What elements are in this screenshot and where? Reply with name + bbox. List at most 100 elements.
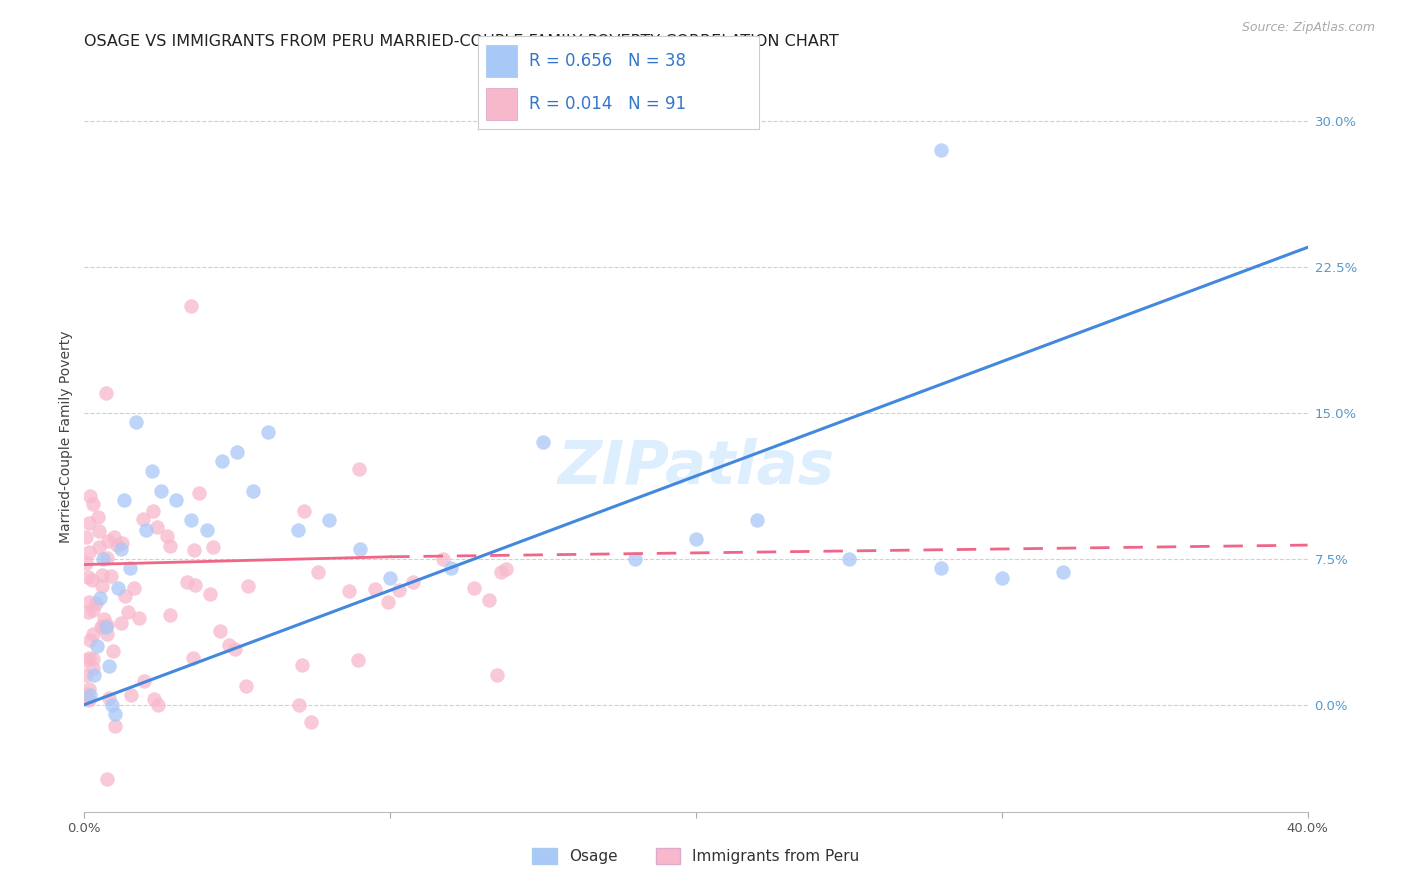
Point [208,624,231,639]
Point [79,633,101,648]
FancyBboxPatch shape [486,88,517,120]
Point [112,493,135,508]
Point [201,540,224,554]
Point [110,541,132,556]
Point [624,551,647,566]
Point [96,533,118,548]
Point [135,523,157,537]
Point [287,523,309,537]
Point [218,638,240,652]
Point [747,513,769,527]
Point [103,530,125,544]
Point [98,691,121,706]
Point [94,620,117,634]
Point [125,416,148,430]
Text: OSAGE VS IMMIGRANTS FROM PERU MARRIED-COUPLE FAMILY POVERTY CORRELATION CHART: OSAGE VS IMMIGRANTS FROM PERU MARRIED-CO… [84,34,839,49]
Point [100,569,122,583]
Text: R = 0.656   N = 38: R = 0.656 N = 38 [529,52,686,70]
Point [77,650,100,665]
Point [84,596,107,610]
Point [105,538,128,552]
Text: ZIPatlas: ZIPatlas [557,438,835,497]
Point [104,719,127,733]
Point [117,605,139,619]
Text: R = 0.014   N = 91: R = 0.014 N = 91 [529,95,686,113]
Point [79,489,101,503]
Point [495,562,517,576]
Point [200,587,222,601]
Point [91,618,114,632]
Point [838,551,860,566]
Point [75,530,97,544]
Point [364,582,387,596]
Point [97,658,120,673]
Point [242,483,264,498]
Point [128,610,150,624]
Point [299,714,322,729]
Point [79,688,101,702]
Point [76,605,98,619]
Point [93,612,115,626]
Point [107,581,129,595]
Point [318,513,340,527]
Point [142,504,165,518]
Point [236,579,259,593]
Point [82,497,104,511]
Point [77,682,100,697]
Point [76,692,98,706]
Point [79,516,101,530]
Point [80,573,103,587]
Point [77,570,100,584]
Point [111,536,134,550]
Point [463,581,485,595]
Point [87,510,110,524]
Point [75,667,97,681]
Point [75,557,97,571]
Point [183,542,205,557]
Point [224,642,246,657]
Point [132,673,155,688]
Point [96,627,118,641]
Point [82,603,104,617]
Point [143,691,166,706]
Point [489,566,512,580]
FancyBboxPatch shape [486,45,517,77]
Point [83,668,105,682]
Point [440,561,463,575]
Point [96,551,118,566]
Point [159,539,181,553]
Point [349,541,371,556]
Point [347,653,370,667]
Point [307,566,329,580]
Point [291,658,314,673]
Point [89,524,111,539]
Point [120,689,142,703]
Point [1052,566,1074,580]
Point [114,590,136,604]
Point [991,571,1014,585]
Y-axis label: Married-Couple Family Poverty: Married-Couple Family Poverty [59,331,73,543]
Point [149,483,172,498]
Text: Source: ZipAtlas.com: Source: ZipAtlas.com [1241,21,1375,34]
Point [347,462,370,476]
Point [82,627,104,641]
Point [122,582,145,596]
Point [377,595,399,609]
Point [432,551,454,566]
Point [79,545,101,559]
Point [75,687,97,701]
Point [287,698,309,712]
Point [120,561,142,575]
Point [146,519,169,533]
Point [86,640,108,654]
Point [929,561,952,575]
Point [226,444,249,458]
Point [146,698,169,713]
Point [91,579,114,593]
Point [77,595,100,609]
Point [75,653,97,667]
Point [132,512,155,526]
Point [180,513,202,527]
Point [91,551,114,566]
Point [77,693,100,707]
